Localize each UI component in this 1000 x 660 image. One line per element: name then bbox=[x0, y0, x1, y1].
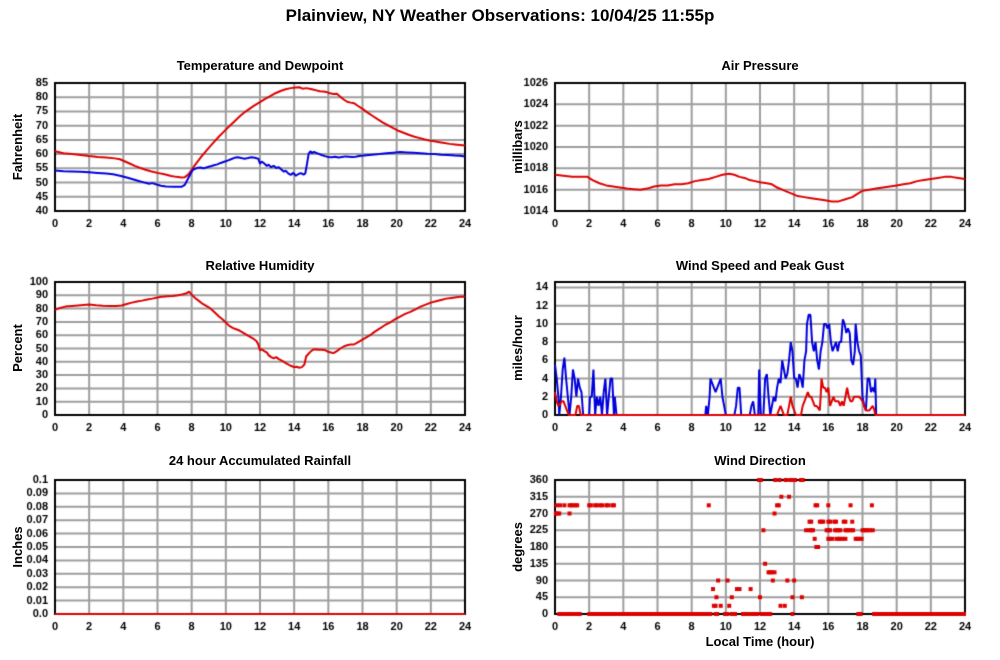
page-title: Plainview, NY Weather Observations: 10/0… bbox=[285, 6, 715, 25]
y-axis-label-fahrenheit: Fahrenheit bbox=[10, 113, 25, 181]
chart-title-wind-direction: Wind Direction bbox=[714, 453, 806, 468]
y-axis-label-millibars: millibars bbox=[510, 120, 525, 174]
chart-wind-speed-gust: Wind Speed and Peak Gust miles/hour bbox=[500, 255, 1000, 460]
y-axis-label-inches: Inches bbox=[10, 526, 25, 568]
chart-accumulated-rainfall: 24 hour Accumulated Rainfall Inches bbox=[0, 450, 500, 655]
chart-title-accumulated-rainfall: 24 hour Accumulated Rainfall bbox=[168, 453, 352, 468]
chart-temperature-dewpoint: Temperature and Dewpoint Fahrenheit bbox=[0, 55, 500, 260]
chart-title-air-pressure: Air Pressure bbox=[721, 58, 799, 73]
air-pressure-plot bbox=[500, 55, 1000, 260]
relative-humidity-plot bbox=[0, 255, 500, 460]
chart-title-relative-humidity: Relative Humidity bbox=[205, 258, 315, 273]
chart-relative-humidity: Relative Humidity Percent bbox=[0, 255, 500, 460]
y-axis-label-miles-hour: miles/hour bbox=[510, 315, 525, 381]
chart-wind-direction: Wind Direction degrees Local Time (hour) bbox=[500, 450, 1000, 655]
wind-direction-plot bbox=[500, 450, 1000, 655]
temperature-dewpoint-plot bbox=[0, 55, 500, 260]
accumulated-rainfall-plot bbox=[0, 450, 500, 655]
x-axis-label-local-time: Local Time (hour) bbox=[705, 634, 815, 649]
chart-title-wind-speed-gust: Wind Speed and Peak Gust bbox=[675, 258, 845, 273]
chart-title-temperature-dewpoint: Temperature and Dewpoint bbox=[176, 58, 344, 73]
chart-air-pressure: Air Pressure millibars bbox=[500, 55, 1000, 260]
wind-speed-gust-plot bbox=[500, 255, 1000, 460]
y-axis-label-percent: Percent bbox=[10, 324, 25, 372]
y-axis-label-degrees: degrees bbox=[510, 522, 525, 572]
